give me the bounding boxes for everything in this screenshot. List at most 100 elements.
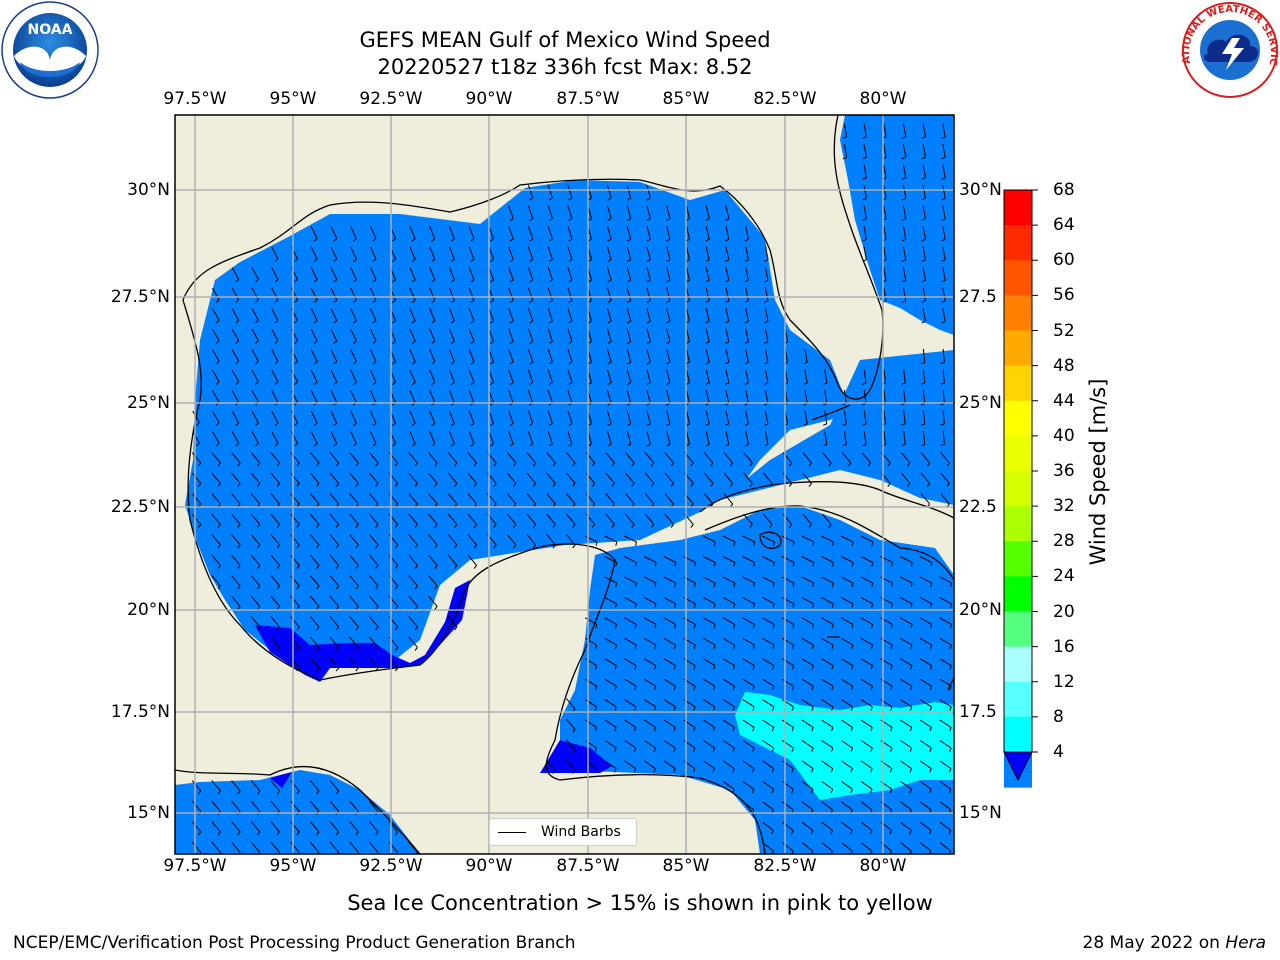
low-wind-pacific [270,772,292,788]
wind-barb-flag [666,341,671,344]
wind-barb-flag [851,541,854,546]
wind-barb [625,513,635,525]
wind-barb [271,349,279,362]
wind-barb [604,637,617,646]
wind-barb [722,760,735,770]
wind-barb [626,349,632,363]
wind-barb [349,534,359,546]
wind-barb [350,431,357,444]
wind-barb [251,431,259,444]
wind-barb-flag [811,727,814,732]
wind-barb-flag [548,341,553,344]
wind-barb-flag [607,341,612,344]
wind-barb-flag [713,541,716,546]
wind-barb [310,369,318,383]
wind-barb-flag [316,606,320,610]
wind-barb-flag [712,706,716,711]
wind-barb-flag [595,624,598,629]
lon-tick-top: 97.5°W [163,89,227,109]
wind-barb [447,493,458,505]
wind-barb-flag [634,644,637,649]
wind-barb-flag [372,299,377,304]
wind-barb-flag [215,340,220,344]
wind-barb [860,760,873,770]
wind-barb-flag [607,238,612,242]
wind-barb-flag [634,624,637,629]
wind-barb-flag [215,319,220,324]
wind-barb-flag [869,830,873,835]
wind-barb-flag [611,462,615,467]
wind-barb [902,267,907,281]
wind-barb [883,287,887,301]
wind-barb [902,164,907,178]
wind-barb [919,699,932,708]
wind-barb [801,780,814,790]
wind-barb [919,556,933,563]
wind-barb [329,534,340,546]
wind-barb-flag [674,624,677,629]
wind-barb-flag [851,582,854,588]
wind-barb [821,596,834,605]
wind-barb-flag [257,462,261,467]
wind-barb [270,800,280,812]
wind-barb-flag [705,443,710,447]
wind-barb [409,410,416,424]
wind-barb [429,390,436,403]
wind-barb [329,575,340,587]
wind-barb-flag [513,544,517,549]
wind-barb [467,554,477,566]
wind-barb-flag [394,524,399,528]
wind-barb-flag [411,238,416,242]
wind-barb-flag [822,443,827,447]
wind-barb-flag [666,238,671,242]
wind-barb [448,349,455,363]
wind-barb-flag [572,729,576,733]
wind-barb-flag [907,483,911,487]
wind-barb [922,389,926,404]
wind-barb-flag [751,768,755,773]
wind-barb [584,658,597,667]
gridlines [175,115,954,854]
wind-barb [860,617,873,625]
wind-barb [349,493,359,505]
wind-barb [883,410,887,424]
wind-barb [646,185,651,199]
wind-barb [369,821,379,833]
wind-barb-flag [693,582,696,588]
wind-barb [685,389,691,404]
wind-barb-flag [257,790,261,795]
wind-barb [646,410,651,424]
wind-barb-flag [529,279,534,283]
wind-barb-flag [862,177,867,180]
wind-barb [821,617,834,625]
wind-barb-flag [929,727,932,732]
wind-barb [624,637,637,646]
wind-barb [646,349,651,363]
wind-barb-flag [532,524,537,528]
chart-title: GEFS MEAN Gulf of Mexico Wind Speed [359,28,771,52]
wind-barb [250,534,261,546]
wind-barb-flag [473,544,477,549]
wind-barb-flag [724,443,730,447]
wind-barb [902,287,907,301]
wind-barb-flag [724,279,730,283]
wind-barb-flag [890,747,893,752]
wind-barb [429,369,436,383]
wind-barb [447,513,458,525]
wind-barb [468,246,475,260]
wind-barb-flag [724,238,730,242]
wind-barb-flag [237,585,241,590]
wind-barb [666,348,671,363]
wind-barb [801,556,815,563]
ocean-straits [720,350,954,505]
wind-barb-flag [811,624,815,629]
wind-barb [467,472,477,484]
wind-barb [408,841,418,853]
wind-barb [429,328,436,342]
wind-barb-flag [654,665,657,670]
wind-barb [429,226,436,239]
lat-tick-right: 15°N [959,803,1002,823]
colorbar-tick-label: 64 [1053,215,1075,236]
wind-barb [722,596,736,605]
wind-barb [762,719,775,728]
